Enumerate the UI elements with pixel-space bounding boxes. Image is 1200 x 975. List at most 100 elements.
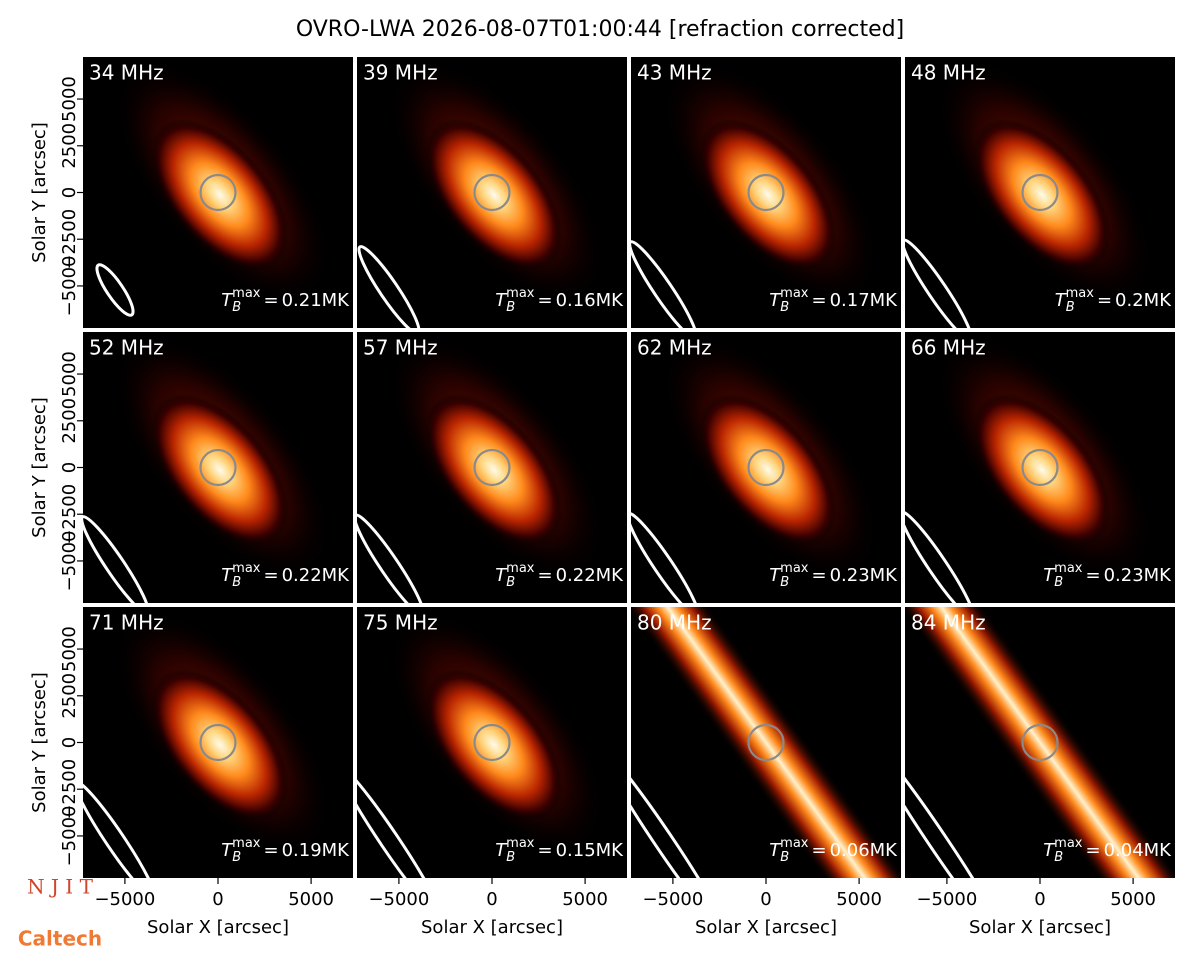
- emission-core: [425, 119, 563, 271]
- y-tick-label: 2500: [59, 398, 80, 444]
- emission-core: [699, 394, 837, 546]
- tb-max-label: TBmax = 0.2MK: [1055, 286, 1173, 315]
- tb-eq: =: [537, 290, 552, 311]
- solar-disk: [199, 173, 237, 212]
- tb-sub: B: [780, 300, 789, 315]
- y-tick-label: 5000: [59, 351, 80, 397]
- beam: [95, 263, 135, 317]
- y-tick-label: 0: [59, 462, 80, 473]
- x-tick-label: −5000: [368, 889, 429, 910]
- emission-streak: [905, 607, 1175, 878]
- beam: [631, 747, 727, 878]
- solar-disk: [473, 723, 511, 762]
- x-tick-label: −5000: [94, 889, 155, 910]
- tb-eq: =: [1085, 840, 1100, 861]
- tb-max-label: TBmax = 0.04MK: [1043, 836, 1172, 865]
- tb-value: 0.06MK: [830, 840, 899, 861]
- y-tick-label: 2500: [59, 123, 80, 169]
- tb-symbol: T: [495, 290, 508, 311]
- tb-sup: max: [506, 561, 535, 576]
- solar-disk: [1021, 173, 1059, 212]
- tb-value: 0.04MK: [1104, 840, 1173, 861]
- panel: [905, 57, 1175, 328]
- solar-disk: [199, 448, 237, 487]
- panel: [905, 332, 1175, 603]
- tb-max-label: TBmax = 0.15MK: [495, 836, 624, 865]
- y-axis-label: Solar Y [arcsec]: [29, 672, 50, 813]
- frequency-label: 71 MHz: [89, 611, 164, 635]
- x-tick-label: −5000: [916, 889, 977, 910]
- tb-sub: B: [232, 850, 241, 865]
- tb-max-label: TBmax = 0.06MK: [769, 836, 898, 865]
- x-tick-label: 5000: [562, 889, 608, 910]
- figure-title: OVRO-LWA 2026-08-07T01:00:44 [refraction…: [296, 17, 904, 42]
- panel: [631, 607, 901, 878]
- tb-symbol: T: [769, 565, 782, 586]
- panel: [83, 607, 353, 878]
- beam: [631, 511, 700, 603]
- beam: [905, 738, 1007, 878]
- tb-sub: B: [1054, 575, 1063, 590]
- panel: [83, 332, 353, 603]
- beam: [357, 245, 421, 328]
- panel: [631, 57, 901, 328]
- x-tick-label: 0: [486, 889, 497, 910]
- tb-symbol: T: [769, 290, 782, 311]
- beam: [631, 240, 698, 328]
- emission-core: [425, 669, 563, 821]
- solar-disk: [473, 173, 511, 212]
- tb-sub: B: [506, 575, 515, 590]
- tb-symbol: T: [221, 840, 234, 861]
- tb-symbol: T: [1043, 840, 1056, 861]
- logo-njit: N J I T: [27, 875, 93, 899]
- panel: [357, 607, 627, 878]
- tb-sup: max: [780, 561, 809, 576]
- y-tick-label: −2500: [59, 759, 80, 820]
- beam: [357, 763, 442, 878]
- tb-sup: max: [780, 836, 809, 851]
- panel: [905, 607, 1175, 878]
- tb-value: 0.17MK: [830, 290, 899, 311]
- tb-eq: =: [811, 290, 826, 311]
- solar-disk: [747, 723, 785, 762]
- frequency-label: 34 MHz: [89, 61, 164, 85]
- emission-core: [151, 119, 289, 271]
- y-tick-label: −5000: [59, 531, 80, 592]
- solar-disk: [1021, 448, 1059, 487]
- tb-eq: =: [811, 565, 826, 586]
- x-axis-label: Solar X [arcsec]: [695, 917, 837, 938]
- tb-eq: =: [263, 840, 278, 861]
- tb-eq: =: [263, 290, 278, 311]
- tb-sup: max: [232, 286, 261, 301]
- tb-eq: =: [537, 565, 552, 586]
- frequency-label: 39 MHz: [363, 61, 438, 85]
- frequency-label: 84 MHz: [911, 611, 986, 635]
- tb-value: 0.2MK: [1115, 290, 1172, 311]
- frequency-label: 62 MHz: [637, 336, 712, 360]
- y-tick-label: 0: [59, 187, 80, 198]
- tb-value: 0.15MK: [556, 840, 625, 861]
- tb-sub: B: [232, 300, 241, 315]
- tb-value: 0.22MK: [282, 565, 351, 586]
- solar-disk: [747, 448, 785, 487]
- tb-max-label: TBmax = 0.23MK: [769, 561, 898, 590]
- y-tick-label: 5000: [59, 76, 80, 122]
- tb-sup: max: [780, 286, 809, 301]
- solar-disk: [1021, 723, 1059, 762]
- tb-max-label: TBmax = 0.22MK: [221, 561, 350, 590]
- tb-symbol: T: [495, 565, 508, 586]
- tb-eq: =: [811, 840, 826, 861]
- tb-eq: =: [263, 565, 278, 586]
- frequency-label: 52 MHz: [89, 336, 164, 360]
- beam: [357, 513, 425, 603]
- tb-eq: =: [537, 840, 552, 861]
- tb-symbol: T: [1043, 565, 1056, 586]
- tb-eq: =: [1097, 290, 1112, 311]
- tb-max-label: TBmax = 0.19MK: [221, 836, 350, 865]
- frequency-label: 80 MHz: [637, 611, 712, 635]
- emission-core: [699, 119, 837, 271]
- panel: [631, 332, 901, 603]
- panel: [357, 57, 627, 328]
- tb-value: 0.21MK: [282, 290, 351, 311]
